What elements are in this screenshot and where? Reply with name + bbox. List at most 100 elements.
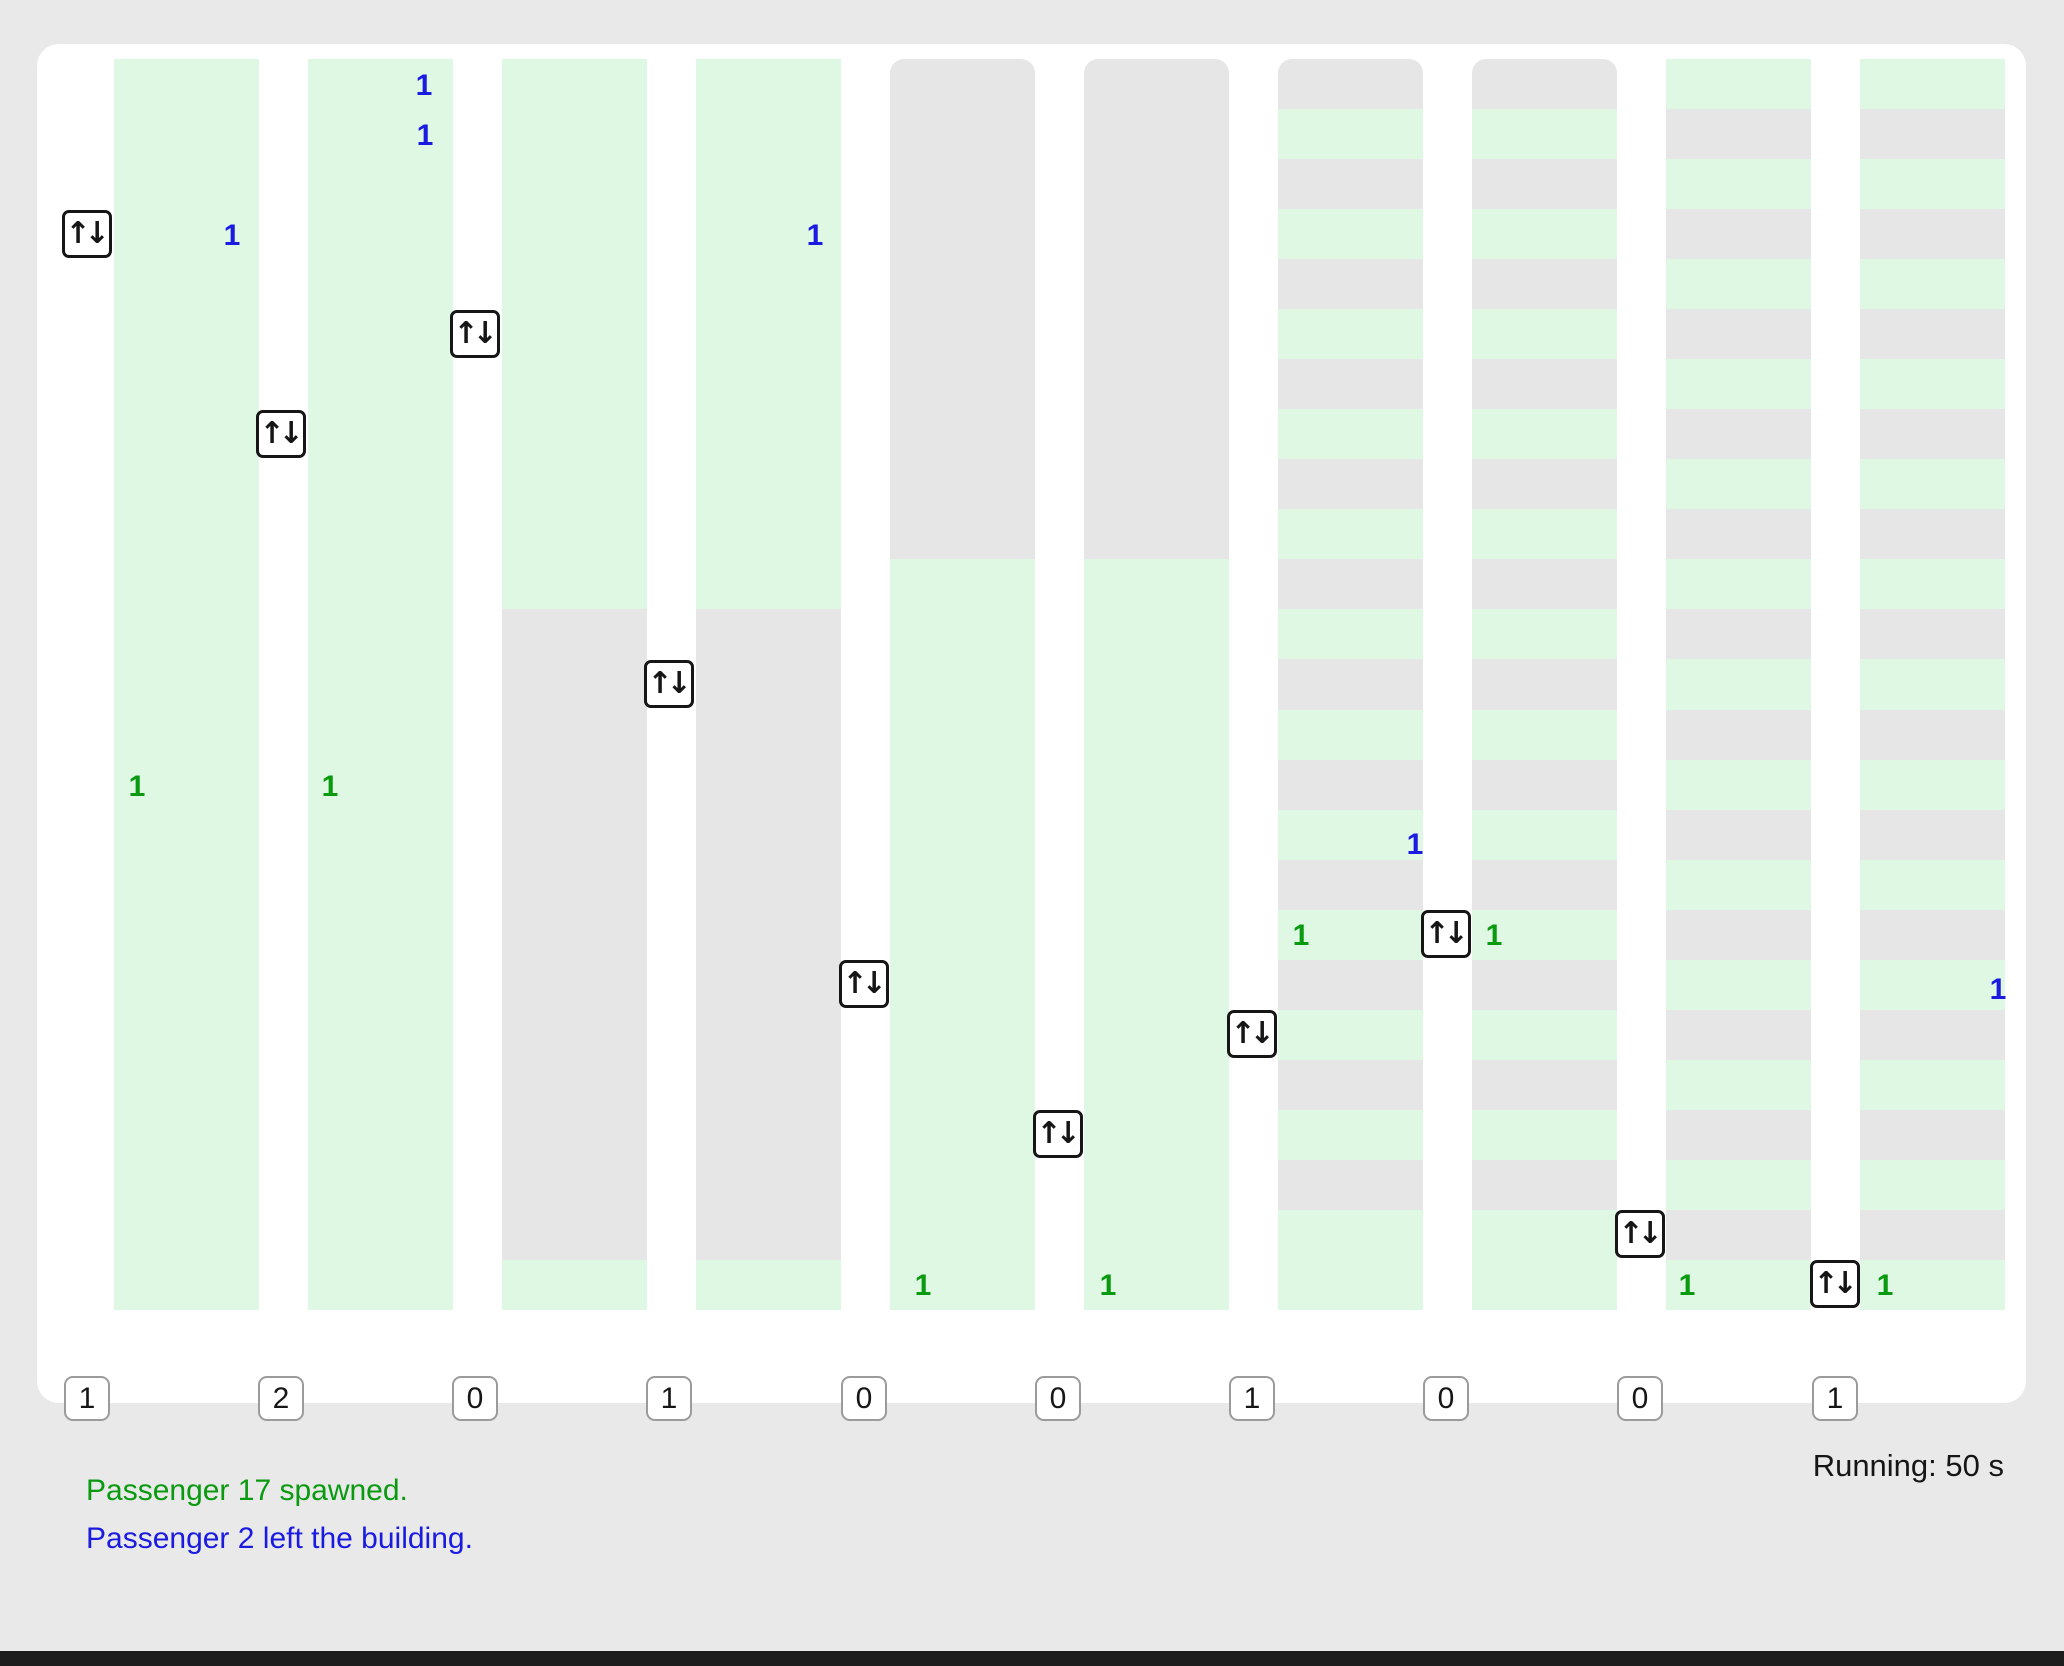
elevator-icon-shaft-3[interactable]: ↑↓ bbox=[450, 309, 500, 358]
elevator-icon-shaft-4[interactable]: ↑↓ bbox=[644, 659, 694, 708]
floor-band bbox=[1278, 409, 1423, 460]
elevator-icon-shaft-7[interactable]: ↑↓ bbox=[1227, 1010, 1277, 1059]
elevator-icon-shaft-2[interactable]: ↑↓ bbox=[256, 409, 306, 458]
building-column-4 bbox=[696, 59, 841, 1310]
floor-band bbox=[1666, 159, 1811, 210]
floor-call-button-2[interactable]: 2 bbox=[258, 1376, 304, 1421]
floor-band bbox=[502, 609, 647, 1260]
floor-band bbox=[1860, 1009, 2005, 1060]
elevator-icon-shaft-5[interactable]: ↑↓ bbox=[839, 960, 889, 1009]
passenger-count-label: 1 bbox=[321, 770, 339, 803]
floor-band bbox=[1666, 1209, 1811, 1260]
floor-band bbox=[1860, 959, 2005, 1010]
floor-band bbox=[1278, 759, 1423, 810]
passenger-count-label: 1 bbox=[415, 69, 433, 102]
status-message-1: Passenger 17 spawned. bbox=[86, 1474, 408, 1507]
floor-call-button-9[interactable]: 0 bbox=[1617, 1376, 1663, 1421]
floor-band bbox=[1860, 109, 2005, 160]
floor-band bbox=[1472, 109, 1617, 160]
floor-call-button-8[interactable]: 0 bbox=[1423, 1376, 1469, 1421]
floor-band bbox=[1860, 509, 2005, 560]
floor-band bbox=[1472, 559, 1617, 610]
floor-band bbox=[1860, 709, 2005, 760]
floor-band bbox=[1666, 59, 1811, 110]
floor-band bbox=[1472, 809, 1617, 860]
floor-band bbox=[1472, 159, 1617, 210]
floor-band bbox=[1666, 859, 1811, 910]
floor-band bbox=[1278, 509, 1423, 560]
passenger-count-label: 1 bbox=[1678, 1269, 1696, 1302]
up-down-arrows-icon: ↑↓ bbox=[1036, 1116, 1080, 1152]
floor-band bbox=[1860, 309, 2005, 360]
floor-band bbox=[1084, 559, 1229, 1310]
up-down-arrows-icon: ↑↓ bbox=[259, 415, 303, 451]
floor-band bbox=[1860, 1109, 2005, 1160]
building-column-9 bbox=[1666, 59, 1811, 1310]
floor-call-button-1[interactable]: 1 bbox=[64, 1376, 110, 1421]
floor-band bbox=[1666, 759, 1811, 810]
elevator-icon-shaft-1[interactable]: ↑↓ bbox=[62, 209, 112, 258]
floor-band bbox=[1666, 1259, 1811, 1310]
floor-band bbox=[308, 59, 453, 1310]
up-down-arrows-icon: ↑↓ bbox=[65, 215, 109, 251]
floor-band bbox=[1472, 309, 1617, 360]
floor-band bbox=[1666, 709, 1811, 760]
floor-band bbox=[1278, 59, 1423, 110]
floor-call-button-5[interactable]: 0 bbox=[841, 1376, 887, 1421]
floor-band bbox=[696, 1259, 841, 1310]
floor-band bbox=[1860, 909, 2005, 960]
floor-band bbox=[1860, 159, 2005, 210]
floor-band bbox=[890, 59, 1035, 560]
floor-call-button-6[interactable]: 0 bbox=[1035, 1376, 1081, 1421]
floor-band bbox=[1278, 1209, 1423, 1260]
floor-band bbox=[1472, 509, 1617, 560]
floor-band bbox=[1278, 359, 1423, 410]
floor-band bbox=[1278, 209, 1423, 260]
floor-band bbox=[1472, 859, 1617, 910]
passenger-count-label: 1 bbox=[223, 219, 241, 252]
floor-band bbox=[1472, 359, 1617, 410]
floor-band bbox=[1472, 1059, 1617, 1110]
floor-band bbox=[1278, 1059, 1423, 1110]
elevator-icon-shaft-6[interactable]: ↑↓ bbox=[1033, 1110, 1083, 1159]
up-down-arrows-icon: ↑↓ bbox=[1618, 1216, 1662, 1252]
floor-band bbox=[1666, 109, 1811, 160]
floor-band bbox=[1278, 809, 1423, 860]
floor-band bbox=[1860, 409, 2005, 460]
floor-band bbox=[1278, 459, 1423, 510]
floor-band bbox=[1860, 609, 2005, 660]
floor-band bbox=[1666, 209, 1811, 260]
building-column-8 bbox=[1472, 59, 1617, 1310]
up-down-arrows-icon: ↑↓ bbox=[1424, 916, 1468, 952]
passenger-count-label: 1 bbox=[1876, 1269, 1894, 1302]
floor-band bbox=[696, 59, 841, 610]
floor-band bbox=[1278, 709, 1423, 760]
floor-band bbox=[502, 1259, 647, 1310]
floor-band bbox=[1472, 659, 1617, 710]
floor-call-button-3[interactable]: 0 bbox=[452, 1376, 498, 1421]
status-message-2: Passenger 2 left the building. bbox=[86, 1522, 473, 1555]
passenger-count-label: 1 bbox=[806, 219, 824, 252]
up-down-arrows-icon: ↑↓ bbox=[842, 966, 886, 1002]
floor-call-button-7[interactable]: 1 bbox=[1229, 1376, 1275, 1421]
floor-band bbox=[1278, 159, 1423, 210]
bottom-edge-bar bbox=[0, 1651, 2064, 1666]
floor-band bbox=[1666, 1159, 1811, 1210]
building-column-2 bbox=[308, 59, 453, 1310]
floor-band bbox=[1666, 809, 1811, 860]
elevator-icon-shaft-8[interactable]: ↑↓ bbox=[1421, 910, 1471, 959]
floor-band bbox=[1860, 759, 2005, 810]
floor-band bbox=[502, 59, 647, 610]
floor-band bbox=[1666, 659, 1811, 710]
building-column-5 bbox=[890, 59, 1035, 1310]
floor-call-button-10[interactable]: 1 bbox=[1812, 1376, 1858, 1421]
elevator-icon-shaft-10[interactable]: ↑↓ bbox=[1810, 1260, 1860, 1309]
floor-call-button-4[interactable]: 1 bbox=[646, 1376, 692, 1421]
floor-band bbox=[114, 59, 259, 1310]
floor-band bbox=[1860, 259, 2005, 310]
floor-band bbox=[1278, 909, 1423, 960]
passenger-count-label: 1 bbox=[1099, 1269, 1117, 1302]
up-down-arrows-icon: ↑↓ bbox=[1230, 1016, 1274, 1052]
elevator-icon-shaft-9[interactable]: ↑↓ bbox=[1615, 1210, 1665, 1259]
